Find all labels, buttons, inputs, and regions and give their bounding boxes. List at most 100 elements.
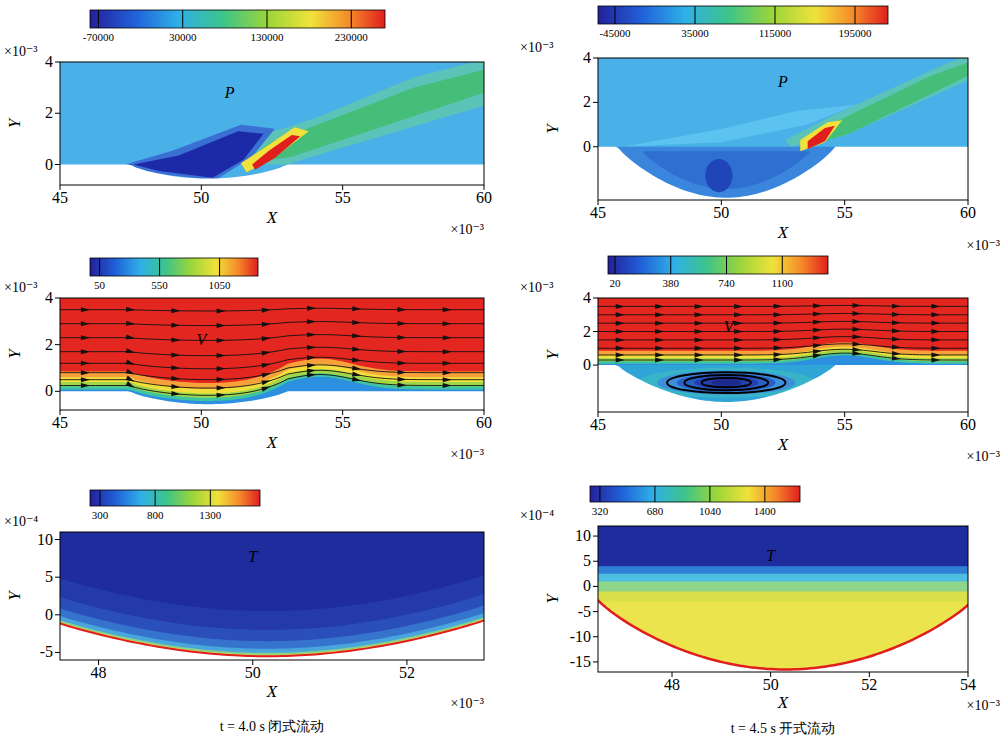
streamline-arrow: [852, 334, 861, 339]
wall: [598, 586, 968, 672]
colorbar-tick-label: 800: [147, 509, 164, 521]
y-tick: [593, 536, 598, 537]
field-background: [598, 526, 968, 672]
streamline-arrow: [695, 346, 704, 351]
y-tick: [55, 62, 60, 63]
field-label: T: [248, 548, 258, 565]
streamline-arrow: [307, 368, 316, 373]
streamline-arrow: [734, 304, 743, 309]
x-tick-label: 55: [837, 416, 853, 433]
streamline-arrow: [773, 346, 782, 351]
y-tick: [593, 561, 598, 562]
y-tick-label: 5: [583, 552, 591, 569]
colorbar-tick-label: 740: [718, 277, 735, 289]
y-tick: [593, 636, 598, 637]
streamline-arrow: [931, 321, 940, 326]
x-tick-label: 54: [960, 676, 976, 693]
x-tick-label: 50: [713, 416, 729, 433]
streamline-arrow: [397, 361, 406, 366]
wall: [598, 365, 968, 412]
streamline-arrow: [655, 312, 664, 317]
x-multiplier: ×10⁻³: [967, 698, 1000, 713]
streamline-arrow: [171, 308, 180, 313]
streamline-arrow: [398, 307, 407, 312]
field: [598, 298, 968, 412]
y-axis-title: Y: [543, 123, 562, 134]
streamline-arrow: [397, 349, 406, 354]
wall-edge: [598, 586, 968, 669]
streamline-arrow: [443, 349, 452, 354]
colorbar-tick: [182, 10, 183, 28]
streamline-arrow: [813, 328, 822, 333]
colorbar-tick-label: 130000: [251, 31, 285, 43]
streamline-arrow: [734, 321, 743, 326]
plot-frame: [598, 58, 968, 200]
streamline-arrow: [262, 351, 271, 356]
x-tick-label: 60: [476, 189, 492, 206]
streamline-arrow: [852, 311, 861, 316]
field-region: [133, 131, 263, 178]
colorbar-tick: [99, 490, 100, 506]
colorbar-tick-label: 20: [609, 277, 621, 289]
colorbar-tick: [670, 256, 671, 274]
streamline-arrow: [443, 321, 452, 326]
streamline-arrow: [443, 370, 452, 375]
streamline-arrow: [695, 358, 704, 363]
y-multiplier: ×10⁻⁴: [4, 514, 38, 529]
streamline-arrow: [813, 336, 822, 341]
x-multiplier: ×10⁻³: [451, 222, 484, 237]
streamline-arrow: [307, 363, 316, 368]
colorbar: [598, 6, 888, 24]
y-tick-label: 0: [583, 577, 591, 594]
colorbar-tick-label: 300: [92, 509, 109, 521]
colorbar: [608, 256, 828, 274]
y-multiplier: ×10⁻³: [4, 44, 37, 59]
plot-frame: [60, 62, 484, 185]
y-tick: [593, 58, 598, 59]
colorbar-tick: [775, 6, 776, 24]
field-region: [60, 566, 484, 660]
streamline-arrow: [307, 306, 316, 311]
streamline-arrow: [852, 319, 861, 324]
y-tick: [593, 298, 598, 299]
field-region: [598, 342, 968, 412]
streamline-arrow: [352, 333, 361, 338]
field: [598, 58, 968, 200]
field-region: [705, 159, 732, 192]
streamline-arrow: [813, 349, 822, 354]
x-tick-label: 50: [763, 676, 779, 693]
streamline-arrow: [217, 338, 226, 343]
x-multiplier: ×10⁻³: [967, 449, 1000, 464]
y-tick-label: 0: [45, 606, 53, 623]
streamline-arrow: [852, 347, 861, 352]
y-axis-title: Y: [543, 349, 562, 360]
y-tick-label: -5: [578, 603, 591, 620]
x-multiplier: ×10⁻³: [451, 447, 484, 462]
streamline-arrow: [734, 329, 743, 334]
streamline-arrow: [352, 347, 361, 352]
y-multiplier: ×10⁻³: [4, 280, 37, 295]
streamline-arrow: [398, 321, 407, 326]
colorbar-tick-label: 1100: [771, 277, 793, 289]
streamline-arrow: [892, 304, 901, 309]
colorbar: [590, 486, 800, 502]
field-region: [60, 369, 484, 410]
streamline-arrow: [307, 319, 316, 324]
field-label: V: [196, 331, 208, 348]
x-tick-label: 60: [960, 204, 976, 221]
colorbar-tick-label: 380: [662, 277, 679, 289]
streamline-arrow: [774, 312, 783, 317]
field-region: [808, 62, 968, 146]
streamline-arrow: [892, 328, 901, 333]
field-region: [60, 610, 484, 660]
streamline-arrow: [931, 352, 940, 357]
y-tick: [593, 331, 598, 332]
y-axis-title: Y: [5, 117, 24, 128]
colorbar-tick: [726, 256, 727, 274]
streamline-arrow: [217, 393, 226, 398]
streamline-arrow: [126, 375, 135, 381]
caption: t = 4.0 s 闭式流动: [220, 719, 325, 734]
y-tick: [55, 113, 60, 114]
y-tick-label: 5: [45, 568, 53, 585]
x-tick-label: 50: [245, 664, 261, 681]
